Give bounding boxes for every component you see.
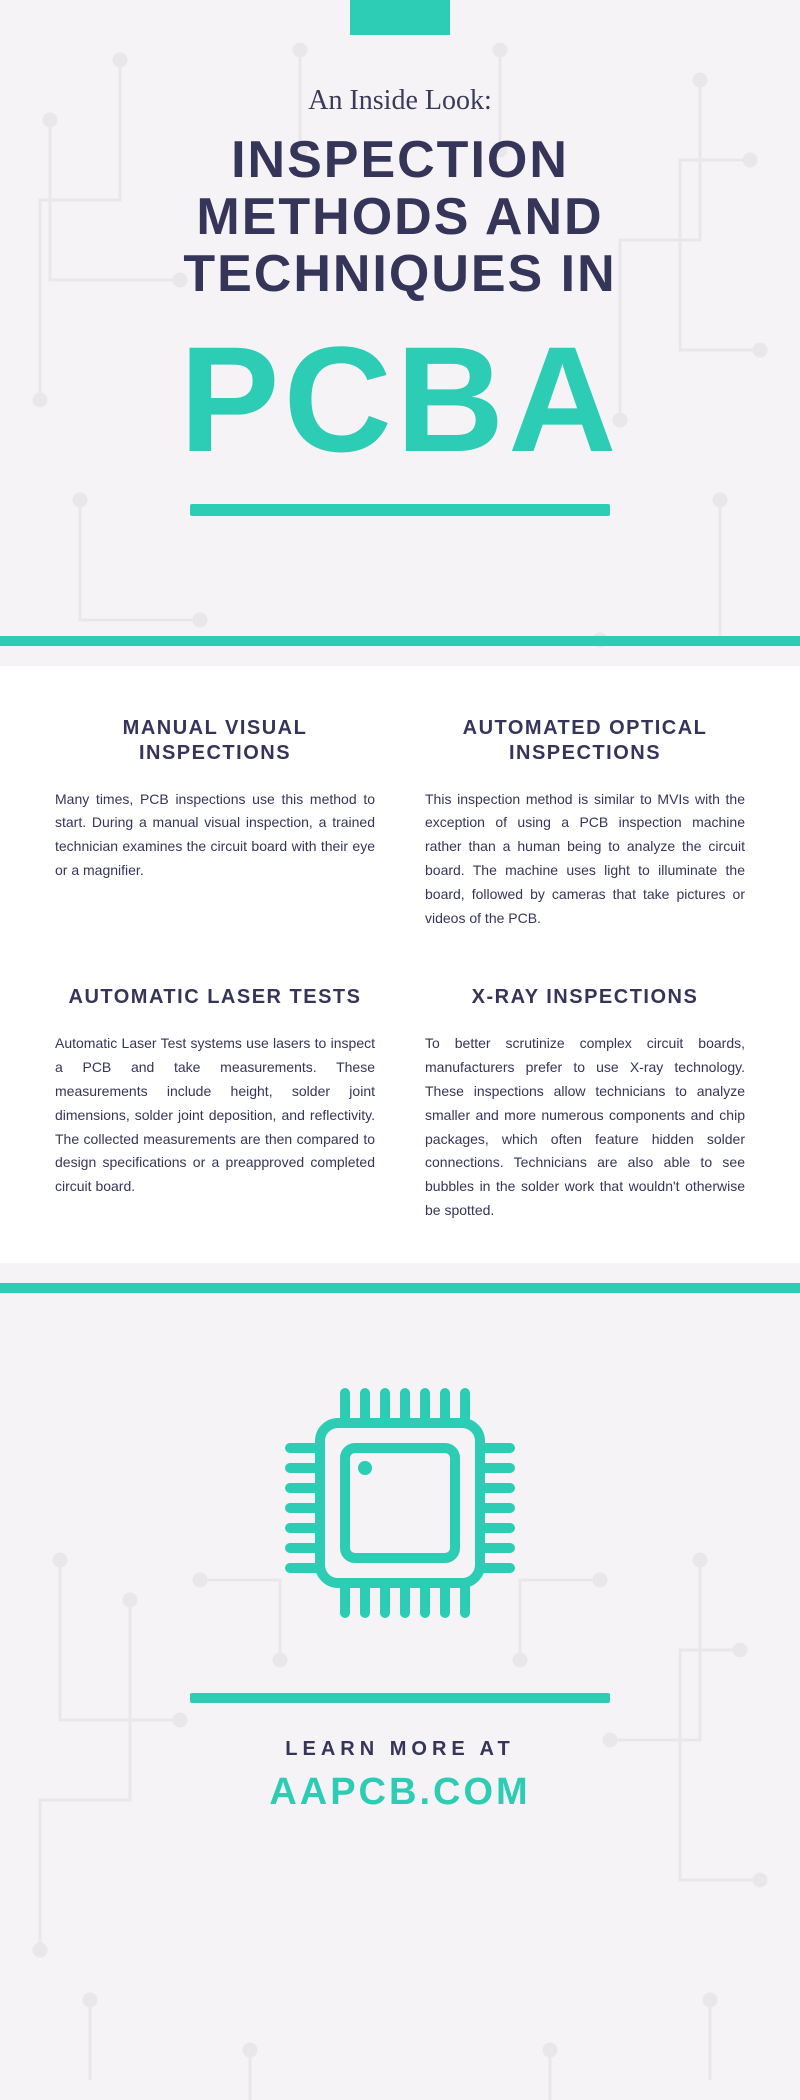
methods-panel: MANUAL VISUAL INSPECTIONS Many times, PC… — [0, 666, 800, 1263]
learn-more-label: LEARN MORE AT — [0, 1738, 800, 1761]
method-title: MANUAL VISUAL INSPECTIONS — [55, 716, 375, 766]
method-xray: X-RAY INSPECTIONS To better scrutinize c… — [425, 985, 745, 1222]
top-accent-bar — [0, 0, 800, 55]
subtitle: INSPECTION METHODS AND TECHNIQUES IN — [80, 132, 720, 304]
title-underline — [190, 504, 610, 516]
site-url: AAPCB.COM — [0, 1771, 800, 1814]
divider-top — [0, 636, 800, 646]
method-body: To better scrutinize complex circuit boa… — [425, 1032, 745, 1222]
method-title: X-RAY INSPECTIONS — [425, 985, 745, 1010]
method-automatic-laser: AUTOMATIC LASER TESTS Automatic Laser Te… — [55, 985, 375, 1222]
method-body: Automatic Laser Test systems use lasers … — [55, 1032, 375, 1199]
method-body: Many times, PCB inspections use this met… — [55, 788, 375, 883]
method-title: AUTOMATED OPTICAL INSPECTIONS — [425, 716, 745, 766]
chip-icon — [0, 1353, 800, 1653]
pretitle: An Inside Look: — [80, 85, 720, 117]
method-manual-visual: MANUAL VISUAL INSPECTIONS Many times, PC… — [55, 716, 375, 931]
main-title: PCBA — [80, 324, 720, 474]
footer-section: LEARN MORE AT AAPCB.COM — [0, 1313, 800, 1874]
method-title: AUTOMATIC LASER TESTS — [55, 985, 375, 1010]
method-automated-optical: AUTOMATED OPTICAL INSPECTIONS This inspe… — [425, 716, 745, 931]
footer-underline — [190, 1693, 610, 1703]
header-section: An Inside Look: INSPECTION METHODS AND T… — [0, 55, 800, 616]
divider-bottom — [0, 1283, 800, 1293]
method-body: This inspection method is similar to MVI… — [425, 788, 745, 931]
